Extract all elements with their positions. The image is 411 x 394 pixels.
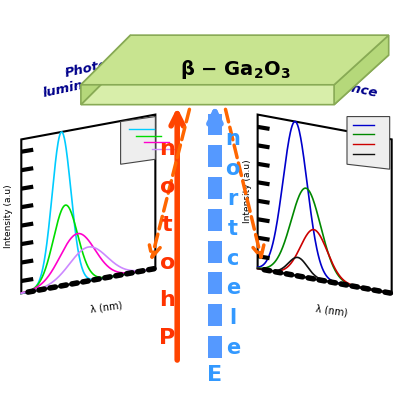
Text: r: r [228,189,238,209]
Text: $\mathbf{\beta}$ $\mathbf{-}$ $\mathbf{Ga_2O_3}$: $\mathbf{\beta}$ $\mathbf{-}$ $\mathbf{G… [180,58,290,82]
Polygon shape [347,117,390,169]
FancyBboxPatch shape [208,273,222,294]
Text: Intensity (a.u): Intensity (a.u) [4,184,13,248]
Polygon shape [258,115,392,293]
Text: h: h [159,290,175,310]
Text: t: t [162,215,173,235]
Text: λ (nm): λ (nm) [315,304,348,318]
FancyBboxPatch shape [208,241,222,262]
FancyBboxPatch shape [208,145,222,167]
Text: P: P [159,328,175,348]
Text: c: c [226,249,239,269]
Text: o: o [159,177,175,197]
Text: o: o [226,159,240,179]
Text: Cathodol-
luminescence: Cathodol- luminescence [277,51,382,100]
Polygon shape [334,35,389,105]
Text: n: n [225,129,240,149]
Text: n: n [159,139,175,159]
FancyBboxPatch shape [208,336,222,358]
Text: E: E [208,365,222,385]
Text: o: o [159,253,175,273]
Polygon shape [81,35,131,105]
FancyBboxPatch shape [208,177,222,199]
Text: Photo-
luminescence: Photo- luminescence [38,51,143,100]
Polygon shape [81,55,389,105]
Polygon shape [81,35,389,85]
Text: Intensity (a.u): Intensity (a.u) [243,160,252,223]
Text: e: e [226,338,240,358]
Text: λ (nm): λ (nm) [90,300,123,315]
Polygon shape [21,115,155,293]
FancyBboxPatch shape [208,209,222,231]
FancyBboxPatch shape [208,113,222,136]
Text: l: l [229,308,236,328]
Text: t: t [228,219,238,239]
Polygon shape [120,117,155,164]
Text: e: e [226,278,240,298]
FancyBboxPatch shape [208,304,222,326]
